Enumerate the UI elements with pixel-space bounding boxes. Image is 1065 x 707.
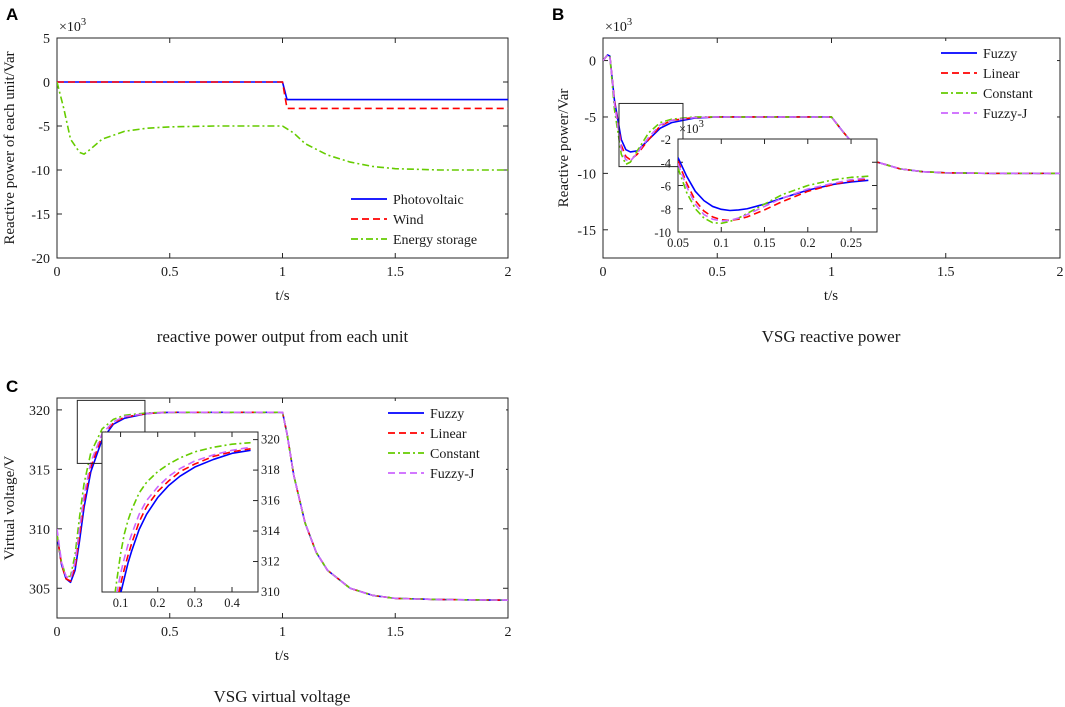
x-tick-label: 0.2 [800,236,816,250]
x-tick-label: 0.25 [840,236,862,250]
y-tick-label: -10 [577,167,596,182]
x-tick-label: 0 [600,265,607,280]
x-tick-label: 1.5 [387,625,405,640]
y-tick-label: -5 [584,111,596,126]
legend-box [935,41,1057,125]
x-tick-label: 2 [505,265,512,280]
y-tick-label: 0 [589,55,596,70]
axis-multiplier: ×103 [59,17,86,35]
x-tick-label: 1 [279,265,286,280]
x-tick-label: 1.5 [937,265,955,280]
legend-label: Energy storage [393,233,477,248]
panel-b: B 0 0.5 1 1.5 2 0 -5 -10 -15 ×103 t/s Reactive power… [552,5,1064,346]
y-axis-label: Virtual voltage/V [2,456,18,561]
x-tick-label: 2 [1057,265,1064,280]
x-tick-label: 0.1 [713,236,729,250]
y-tick-label: -5 [38,120,50,135]
series-line-fuzzy [120,449,251,592]
y-tick-label: 314 [261,524,281,538]
x-axis-label: t/s [824,288,838,304]
legend-label: Fuzzy-J [983,107,1028,122]
legend-label: Photovoltaic [393,193,464,208]
axis-multiplier-exponent: 3 [627,17,632,28]
axis-multiplier: ×103 [679,119,704,136]
y-tick-label: 305 [29,582,50,597]
y-tick-label: 310 [29,523,50,538]
x-tick-label: 0.3 [187,596,203,610]
y-tick-label: 310 [261,585,280,599]
series-line-fuzzy [678,157,869,212]
inset-chart: 0.1 0.2 0.3 0.4 310 312 314 316 318 320 [101,431,281,610]
legend-box [382,401,506,485]
x-tick-label: 0.5 [161,265,179,280]
legend-label: Constant [983,87,1033,102]
x-tick-label: 0.5 [161,625,179,640]
legend-label: Fuzzy [430,407,464,422]
series-line-constant [114,441,251,592]
x-tick-label: 2 [505,625,512,640]
zoom-region-box [618,102,684,168]
panel-label: B [552,5,564,24]
series-line-fuzzy-j [603,54,1060,175]
x-tick-label: 1 [279,625,286,640]
x-tick-label: 0.4 [224,596,240,610]
x-tick-label: 1.5 [387,265,405,280]
y-tick-label: 316 [261,494,280,508]
y-tick-label: 318 [261,463,280,477]
legend-label: Linear [983,67,1020,82]
panel-caption: reactive power output from each unit [157,327,409,346]
y-tick-label: -4 [661,156,672,170]
panel-label: A [6,5,18,24]
x-axis-label: t/s [275,288,289,304]
x-tick-label: 0 [54,625,61,640]
series-line-linear [118,447,251,592]
legend-label: Wind [393,213,424,228]
y-tick-label: -20 [31,252,50,267]
x-axis-label: t/s [275,648,289,664]
x-tick-label: 0.5 [709,265,727,280]
y-axis-label: Reactive power of each unit/Var [2,51,18,244]
y-tick-label: -15 [577,224,596,239]
y-tick-label: -15 [31,208,50,223]
panel-caption: VSG reactive power [762,327,901,346]
y-tick-label: 0 [43,76,50,91]
y-tick-label: 312 [261,555,280,569]
y-tick-label: 320 [29,404,50,419]
axis-multiplier: ×103 [605,17,632,35]
series-line-fuzzy-j [678,163,869,222]
series-line-fuzzy-j [57,411,508,601]
y-axis-label: Reactive power/Var [556,89,572,208]
x-tick-label: 0.15 [754,236,776,250]
y-tick-label: 320 [261,433,280,447]
y-tick-label: -2 [661,133,671,147]
axis-multiplier-exponent: 3 [81,17,86,28]
x-tick-label: 0.05 [667,236,689,250]
series-line-energy-storage [57,81,508,171]
legend-label: Fuzzy-J [430,467,475,482]
x-tick-label: 0.1 [113,596,129,610]
panel-c: C 0 0.5 1 1.5 2 305 310 315 320 t/s Virtual voltage… [2,377,512,706]
y-tick-label: -6 [661,180,671,194]
x-tick-label: 1 [828,265,835,280]
y-tick-label: 5 [43,32,50,47]
legend-label: Fuzzy [983,47,1017,62]
inset-chart: 0.05 0.1 0.15 0.2 0.25 -2 -4 -6 -8 -10 ×103 [654,119,878,250]
series-line-fuzzy-j [116,446,251,592]
series-line-wind [57,81,508,110]
y-tick-label: -10 [31,164,50,179]
legend-label: Linear [430,427,467,442]
x-tick-label: 0 [54,265,61,280]
y-tick-label: 315 [29,463,50,478]
series-line-linear [678,160,869,222]
axis-multiplier-exponent: 3 [699,119,704,130]
plot-area [677,138,878,233]
y-tick-label: -10 [654,226,671,240]
legend-label: Constant [430,447,480,462]
panel-a: A 0 0.5 1 1.5 2 5 0 -5 -10 -15 -20 ×103 t/s Reactive p… [2,5,512,346]
x-tick-label: 0.2 [150,596,166,610]
y-tick-label: -8 [661,203,671,217]
panel-label: C [6,377,18,396]
panel-caption: VSG virtual voltage [214,687,351,706]
